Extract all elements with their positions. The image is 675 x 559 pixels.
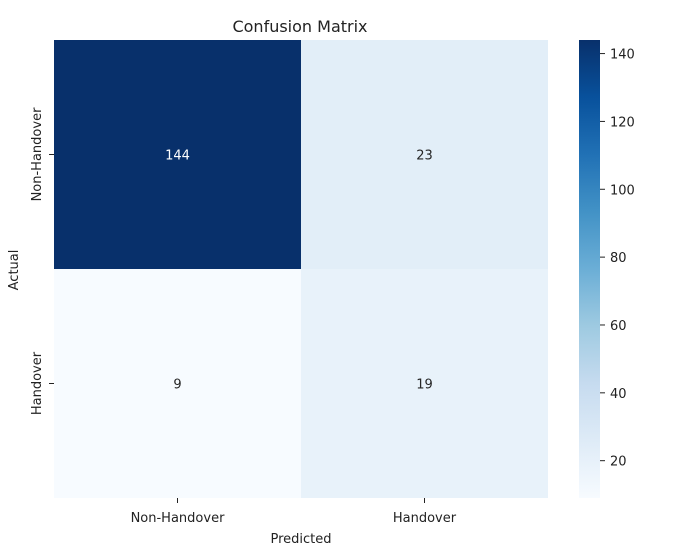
y-tick-label: Handover: [30, 351, 45, 415]
x-tick-label: Handover: [393, 511, 457, 526]
y-tick-label: Non-Handover: [30, 107, 45, 201]
heatmap-cell: [301, 269, 548, 498]
colorbar-tick-label: 80: [610, 251, 627, 266]
cell-value-label: 9: [173, 378, 181, 393]
colorbar-axis: 20 40 60 80 100 120 140: [600, 48, 635, 470]
heatmap-cell: [54, 269, 301, 498]
colorbar-tick-label: 140: [610, 48, 635, 63]
colorbar-tick-label: 60: [610, 319, 627, 334]
heatmap-cell: [54, 40, 301, 269]
cell-value-label: 144: [165, 149, 190, 164]
heatmap-cell: [301, 40, 548, 269]
chart-title: Confusion Matrix: [232, 17, 367, 36]
colorbar: [579, 40, 600, 498]
colorbar-tick-label: 20: [610, 455, 627, 470]
colorbar-tick-label: 40: [610, 387, 627, 402]
x-tick-label: Non-Handover: [131, 511, 225, 526]
colorbar-tick-label: 100: [610, 183, 635, 198]
x-axis-label: Predicted: [270, 532, 331, 547]
heatmap-axes: Non-Handover Handover Non-Handover Handover: [30, 107, 457, 526]
heatmap-cells: 144 23 9 19: [54, 40, 548, 498]
colorbar-tick-label: 120: [610, 115, 635, 130]
y-axis-label: Actual: [7, 250, 22, 291]
cell-value-label: 23: [416, 149, 433, 164]
cell-value-label: 19: [416, 378, 433, 393]
